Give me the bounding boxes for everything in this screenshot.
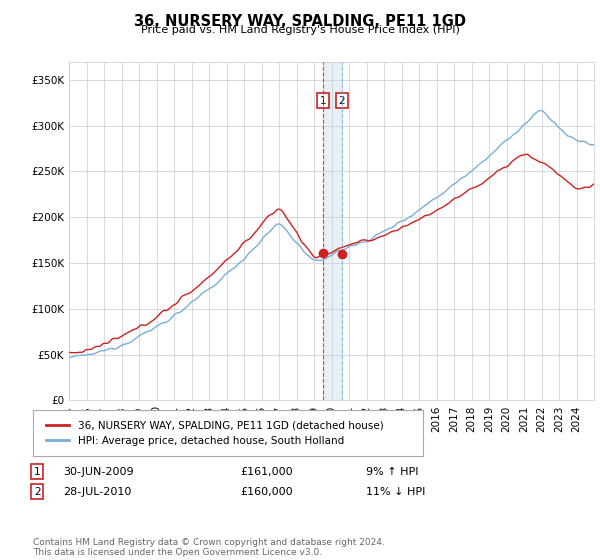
Text: 9% ↑ HPI: 9% ↑ HPI xyxy=(366,466,419,477)
Text: 1: 1 xyxy=(34,466,41,477)
Text: Contains HM Land Registry data © Crown copyright and database right 2024.
This d: Contains HM Land Registry data © Crown c… xyxy=(33,538,385,557)
Text: 2: 2 xyxy=(338,96,345,106)
Text: 28-JUL-2010: 28-JUL-2010 xyxy=(63,487,131,497)
Text: 11% ↓ HPI: 11% ↓ HPI xyxy=(366,487,425,497)
Text: 2: 2 xyxy=(34,487,41,497)
Text: 1: 1 xyxy=(319,96,326,106)
Text: £161,000: £161,000 xyxy=(240,466,293,477)
Text: Price paid vs. HM Land Registry's House Price Index (HPI): Price paid vs. HM Land Registry's House … xyxy=(140,25,460,35)
Legend: 36, NURSERY WAY, SPALDING, PE11 1GD (detached house), HPI: Average price, detach: 36, NURSERY WAY, SPALDING, PE11 1GD (det… xyxy=(42,417,388,450)
Text: £160,000: £160,000 xyxy=(240,487,293,497)
Text: 30-JUN-2009: 30-JUN-2009 xyxy=(63,466,134,477)
Bar xyxy=(323,62,341,400)
Text: 36, NURSERY WAY, SPALDING, PE11 1GD: 36, NURSERY WAY, SPALDING, PE11 1GD xyxy=(134,14,466,29)
